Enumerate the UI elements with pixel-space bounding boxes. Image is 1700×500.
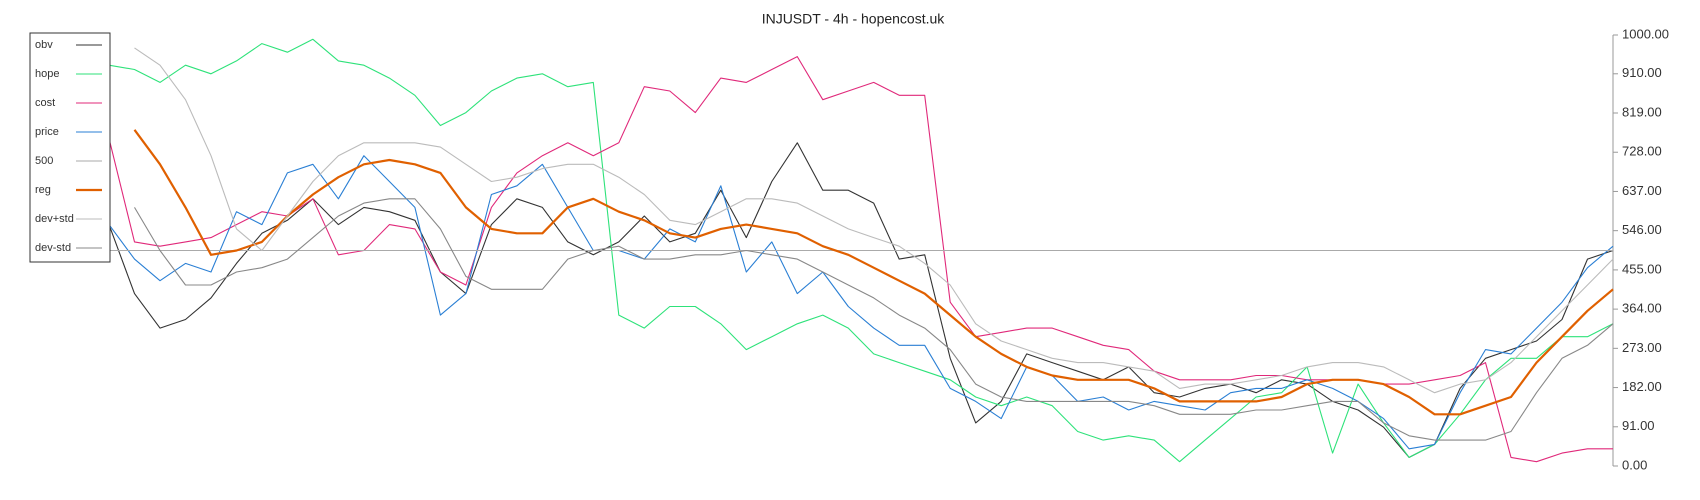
legend-label: dev-std [35,242,71,254]
y-tick-label: 455.00 [1622,261,1662,276]
legend-box [29,32,111,263]
legend-label: hope [35,68,59,80]
y-tick-label: 182.00 [1622,379,1662,394]
y-tick-label: 364.00 [1622,301,1662,316]
y-tick-label: 819.00 [1622,104,1662,119]
series-line [108,38,1614,463]
legend-label: dev+std [35,213,74,225]
chart-title: INJUSDT - 4h - hopencost.uk [762,11,946,27]
legend: obv hope cost price 500 reg dev+std dev-std [29,32,111,263]
y-tick-label: 0.00 [1622,457,1647,472]
y-tick-label: 1000.00 [1622,26,1669,41]
y-tick-label: 273.00 [1622,340,1662,355]
legend-label: price [35,126,59,138]
series-line [108,142,1614,458]
series-line [133,129,1614,416]
legend-label: cost [35,97,55,109]
y-tick-label: 637.00 [1622,183,1662,198]
y-tick-label: 728.00 [1622,144,1662,159]
series-line [134,198,1614,441]
y-tick-label: 91.00 [1622,418,1655,433]
series-line [108,155,1614,450]
y-tick-label: 546.00 [1622,222,1662,237]
y-tick-label: 910.00 [1622,65,1662,80]
series-line [134,47,1614,394]
legend-label: obv [35,39,53,51]
series-line [108,56,1613,463]
legend-label: reg [35,184,51,196]
legend-label: 500 [35,155,53,167]
